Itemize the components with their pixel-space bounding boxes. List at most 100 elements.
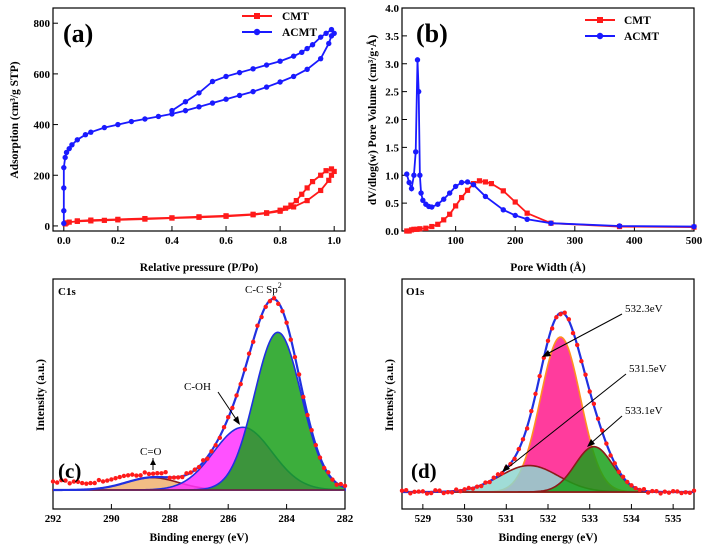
panel-b-point-acmt — [406, 179, 412, 186]
annotation-c-c-sp2: C-C Sp2 — [245, 281, 282, 296]
panel-a-y-tick-label: 400 — [34, 120, 51, 132]
panel-c-data-point — [251, 339, 256, 345]
panel-d-axis-ticks: 529 530 531 532 533 534 535 — [415, 504, 682, 525]
panel-c-axis-ticks: 292 290 288 286 284 282 — [45, 504, 354, 525]
panel-a-point-cmt — [291, 204, 297, 210]
panel-c-peaks — [50, 295, 348, 492]
panel-d-data-point — [424, 491, 430, 496]
panel-d-data-point — [633, 485, 638, 491]
panel-d-data-point — [462, 487, 467, 492]
annotation-c-oh-arrow — [217, 391, 239, 423]
panel-b-point-acmt — [408, 185, 415, 192]
panel-a-point-acmt — [182, 99, 189, 105]
panel-c-data-point — [226, 414, 231, 420]
panel-b-point-cmt — [458, 194, 465, 201]
panel-a-legend: CMT ACMT — [242, 11, 317, 39]
panel-b-point-cmt — [524, 210, 530, 216]
panel-c-data-point — [67, 481, 72, 486]
panel-d-data-point — [566, 317, 572, 322]
panel-d-data-point — [441, 490, 446, 496]
panel-a-point-cmt — [318, 187, 324, 194]
panel-b-point-acmt — [435, 201, 441, 207]
panel-d-data-point — [437, 488, 442, 493]
panel-d-data-point — [583, 372, 588, 377]
panel-d-data-point — [591, 401, 597, 407]
panel-b-point-cmt — [453, 203, 459, 209]
panel-c-data-point — [167, 475, 172, 480]
panel-c-data-point — [280, 308, 285, 314]
panel-c-data-point — [242, 367, 248, 372]
panel-a-point-cmt — [293, 197, 299, 204]
panel-b-y-tick-label: 0.0 — [385, 226, 399, 238]
panel-a-point-acmt — [63, 149, 70, 156]
panel-a-point-cmt — [169, 215, 175, 221]
panel-a-x-axis-label: Relative pressure (P/Po) — [140, 262, 259, 274]
panel-d-data-point — [683, 490, 688, 495]
panel-c-data-point — [75, 479, 81, 485]
panel-a-point-acmt — [209, 78, 216, 85]
panel-b-y-tick-label: 3.0 — [385, 59, 399, 71]
panel-c-data-point — [234, 393, 239, 398]
panel-b-x-tick-label: 400 — [626, 235, 643, 247]
panel-c-data-point — [267, 298, 273, 304]
panel-a-point-acmt — [309, 42, 316, 48]
panel-c-data-point — [84, 481, 89, 486]
panel-b-point-cmt — [411, 226, 417, 232]
panel-d-data-point — [487, 479, 492, 485]
panel-a-y-tick-label: 600 — [34, 69, 51, 81]
panel-c-data-point — [105, 478, 110, 483]
panel-c-data-point — [113, 476, 118, 481]
panel-d-o1s-spectrum: 529 530 531 532 533 534 535 O1s (d) Binding en… — [384, 278, 697, 544]
annotation-d-532-3-arrowhead — [542, 350, 551, 357]
panel-d-data-point — [403, 487, 409, 493]
panel-b-point-acmt — [414, 57, 421, 63]
panel-b-y-tick-label: 1.5 — [385, 142, 399, 154]
panel-b-point-cmt — [435, 221, 441, 227]
panel-a-point-acmt — [196, 104, 202, 110]
panel-d-data-point — [641, 487, 647, 492]
panel-d-data-point — [687, 490, 693, 496]
panel-b-point-acmt — [411, 172, 417, 178]
panel-c-data-point — [125, 473, 131, 478]
panel-c-data-point — [321, 465, 327, 471]
panel-b-y-axis-label: dV/dlog(w) Pore Volume (cm³/g·Å) — [365, 35, 379, 205]
panel-d-data-point — [658, 491, 663, 496]
panel-d-data-point — [570, 330, 576, 336]
panel-c-data-point — [59, 477, 64, 483]
panel-b-legend-acmt: ACMT — [624, 31, 659, 43]
panel-a-point-acmt — [277, 58, 283, 64]
panel-a-series — [61, 26, 337, 227]
panel-a-point-cmt — [263, 210, 270, 216]
panel-a-x-tick-label: 0.0 — [57, 235, 71, 247]
panel-c-data-point — [80, 480, 85, 486]
panel-a-point-acmt — [328, 26, 335, 33]
panel-b-point-acmt — [420, 197, 426, 204]
panel-a-point-acmt — [66, 145, 72, 152]
panel-c-x-tick-label: 282 — [337, 513, 354, 525]
panel-d-data-point — [524, 426, 530, 431]
panel-c-data-point — [100, 479, 106, 484]
panel-d-data-point — [545, 338, 551, 344]
panel-c-data-point — [217, 435, 223, 441]
panel-a-point-cmt — [288, 202, 294, 208]
panel-a-point-cmt — [328, 172, 335, 178]
annotation-d-532-3-arrow — [544, 313, 623, 356]
panel-d-data-point — [579, 358, 584, 364]
panel-a-point-acmt — [61, 185, 67, 191]
panel-c-data-point — [338, 481, 344, 487]
panel-a-point-acmt — [323, 30, 329, 37]
panel-c-data-point — [292, 354, 298, 360]
panel-b-point-cmt — [476, 178, 483, 184]
panel-a-legend-acmt-marker — [253, 28, 261, 36]
panel-b-point-acmt — [548, 220, 554, 226]
panel-c-data-point — [230, 405, 235, 411]
panel-d-data-point — [612, 461, 617, 466]
panel-a-point-acmt — [223, 73, 229, 80]
panel-a-point-cmt — [299, 191, 305, 197]
annotation-c-eq-o-arrowhead — [150, 459, 156, 465]
panel-a-axis-ticks: 0.0 0.2 0.4 0.6 0.8 1.0 0 200 400 600 800 — [34, 18, 342, 247]
panel-a-x-tick-label: 0.6 — [219, 235, 233, 247]
panel-b-point-acmt — [470, 182, 477, 188]
panel-c-data-point — [213, 443, 218, 448]
annotation-d-533-1-arrowhead — [587, 439, 595, 447]
